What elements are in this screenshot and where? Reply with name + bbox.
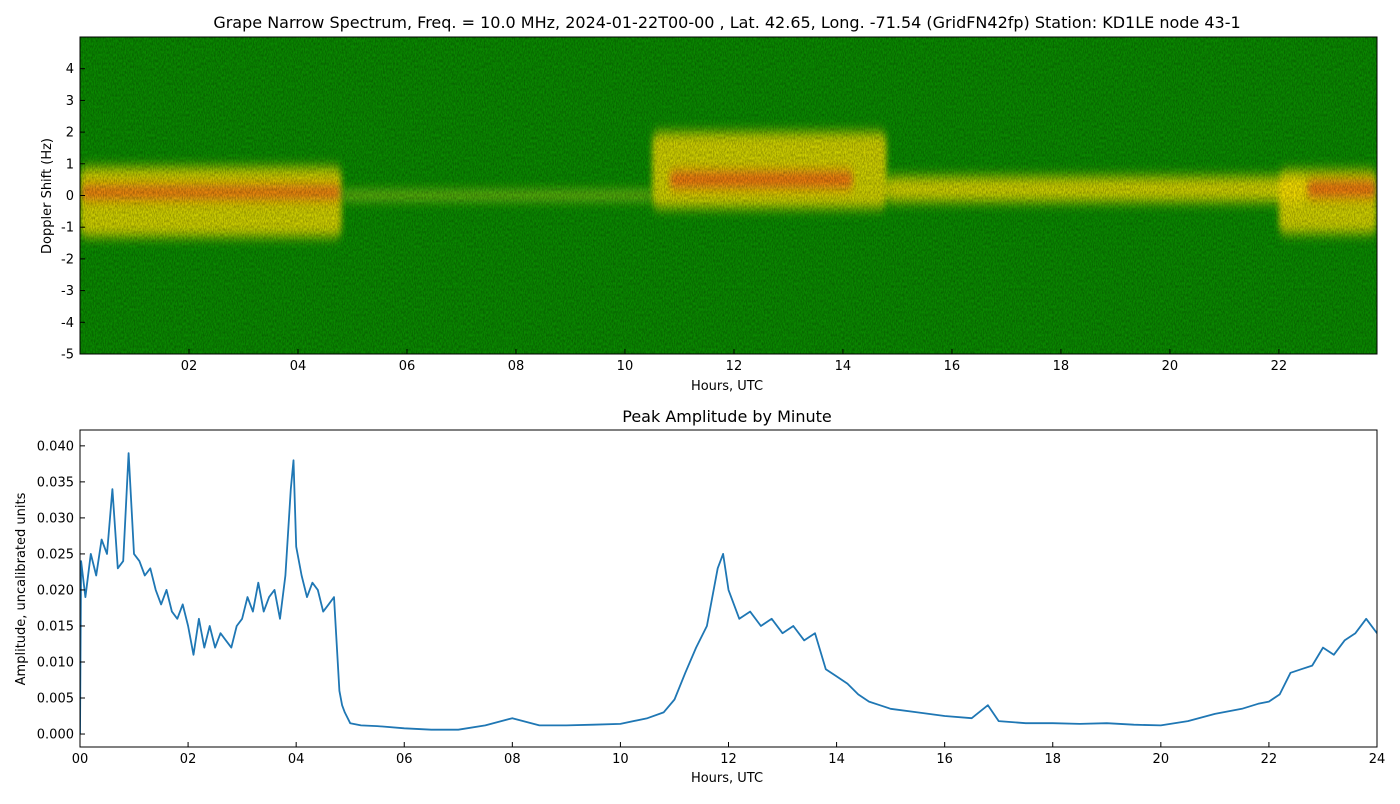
amplitude-x-tick-label: 12: [720, 752, 737, 767]
spectrogram-ylabel: Doppler Shift (Hz): [40, 138, 55, 254]
spectrogram-noise: [80, 37, 1377, 354]
amplitude-y-tick-label: 0.000: [37, 728, 74, 743]
spectrogram-xlabel: Hours, UTC: [691, 379, 763, 394]
amplitude-x-tick-label: 22: [1261, 752, 1278, 767]
amplitude-x-tick-label: 02: [180, 752, 197, 767]
amplitude-x-tick-label: 16: [936, 752, 953, 767]
spectrogram-x-tick-label: 04: [290, 359, 307, 374]
amplitude-x-tick-label: 10: [612, 752, 629, 767]
spectrogram-y-tick-label: -4: [61, 316, 74, 331]
spectrogram-panel: Grape Narrow Spectrum, Freq. = 10.0 MHz,…: [40, 13, 1378, 394]
amplitude-xlabel: Hours, UTC: [691, 771, 763, 786]
spectrogram-x-tick-label: 20: [1162, 359, 1179, 374]
spectrogram-y-tick-label: 1: [66, 157, 74, 172]
spectrogram-y-tick-label: 0: [66, 189, 74, 204]
amplitude-ylabel: Amplitude, uncalibrated units: [14, 492, 29, 685]
spectrogram-x-tick-label: 12: [726, 359, 743, 374]
amplitude-y-tick-label: 0.035: [37, 475, 74, 490]
amplitude-y-tick-label: 0.005: [37, 692, 74, 707]
spectrogram-x-tick-label: 14: [835, 359, 852, 374]
amplitude-y-tick-label: 0.015: [37, 619, 74, 634]
spectrogram-x-tick-label: 10: [617, 359, 634, 374]
amplitude-x-tick-label: 06: [396, 752, 413, 767]
amplitude-x-tick-label: 04: [288, 752, 305, 767]
amplitude-x-tick-label: 00: [72, 752, 89, 767]
amplitude-panel: Peak Amplitude by Minute 00 02 04 06 08 10 12 1…: [14, 407, 1385, 786]
spectrogram-y-tick-label: -2: [61, 252, 74, 267]
spectrogram-y-tick-label: -1: [61, 221, 74, 236]
spectrogram-y-tick-label: 2: [66, 126, 74, 141]
amplitude-x-tick-label: 20: [1153, 752, 1170, 767]
spectrogram-y-tick-label: -3: [61, 284, 74, 299]
spectrogram-y-tick-label: 4: [66, 62, 74, 77]
spectrogram-x-tick-label: 02: [181, 359, 198, 374]
amplitude-y-tick-label: 0.040: [37, 439, 74, 454]
amplitude-y-tick-label: 0.025: [37, 547, 74, 562]
amplitude-x-tick-label: 08: [504, 752, 521, 767]
amplitude-y-tick-label: 0.010: [37, 655, 74, 670]
amplitude-title: Peak Amplitude by Minute: [622, 407, 832, 426]
spectrogram-x-tick-label: 22: [1271, 359, 1288, 374]
spectrogram-x-tick-label: 16: [944, 359, 961, 374]
amplitude-x-tick-label: 24: [1369, 752, 1386, 767]
amplitude-y-tick-label: 0.020: [37, 583, 74, 598]
spectrogram-title: Grape Narrow Spectrum, Freq. = 10.0 MHz,…: [213, 13, 1240, 32]
spectrogram-y-tick-label: -5: [61, 348, 74, 363]
spectrogram-x-tick-label: 06: [399, 359, 416, 374]
amplitude-series-line: [80, 452, 1377, 735]
spectrogram-x-tick-label: 08: [508, 359, 525, 374]
amplitude-x-tick-label: 18: [1044, 752, 1061, 767]
amplitude-x-tick-label: 14: [828, 752, 845, 767]
spectrogram-y-tick-label: 3: [66, 94, 74, 109]
spectrogram-x-tick-label: 18: [1053, 359, 1070, 374]
amplitude-y-tick-label: 0.030: [37, 511, 74, 526]
